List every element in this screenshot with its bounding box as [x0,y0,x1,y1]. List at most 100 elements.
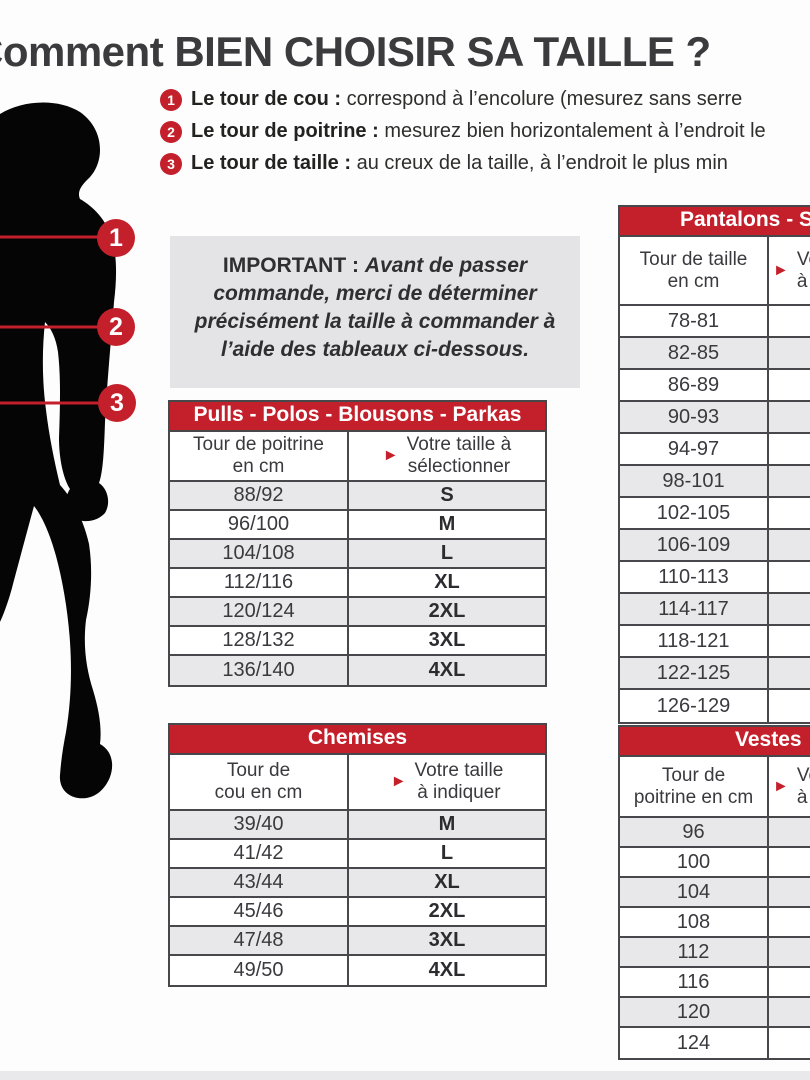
instruction-text: Le tour de taille : au creux de la taill… [191,152,728,174]
measure-cell: 94-97 [620,434,769,464]
column-header-size: ► Votre taille à indiquer [390,760,504,803]
table-row: 106-109 [620,530,810,562]
vestes-size-table: Vestes Tour de poitrine en cm ► Votre ta… [618,725,810,1060]
size-cell [769,466,810,496]
measure-cell: 120 [620,998,769,1026]
table-row: 104/108 L [170,540,545,569]
table-header: Tour de cou en cm ► Votre taille à indiq… [168,753,547,811]
important-text: Avant de passer commande, merci de déter… [194,254,556,361]
size-cell [769,626,810,656]
table-header: Tour de poitrine en cm ► Votre taille à … [168,430,547,482]
red-arrow-icon: ► [382,447,399,464]
table-row: 96 [620,818,810,848]
column-header-measure: Tour de taille en cm [620,237,769,304]
table-title: Chemises [168,723,547,753]
measure-cell: 104/108 [170,540,349,567]
column-header-measure: Tour de poitrine en cm [170,432,349,480]
measure-cell: 110-113 [620,562,769,592]
measure-cell: 90-93 [620,402,769,432]
measure-cell: 43/44 [170,869,349,896]
size-cell: M [438,813,456,835]
red-arrow-icon: ► [773,261,789,279]
red-arrow-icon: ► [773,777,789,795]
measure-cell: 82-85 [620,338,769,368]
measure-cell: 114-117 [620,594,769,624]
measure-cell: 126-129 [620,690,769,722]
size-cell [769,498,810,528]
number-2-bullet-icon: 2 [160,120,182,143]
measure-cell: 96 [620,818,769,846]
table-row: 47/48 3XL [170,927,545,956]
size-cell: L [440,842,454,864]
measure-cell: 78-81 [620,306,769,336]
table-row: 41/42 L [170,840,545,869]
measure-cell: 86-89 [620,370,769,400]
size-cell [769,306,810,336]
table-row: 78-81 [620,306,810,338]
size-cell: 3XL [428,929,466,951]
size-cell [769,818,810,846]
size-cell [769,402,810,432]
pulls-size-table: Pulls - Polos - Blousons - Parkas Tour d… [168,400,547,687]
table-row: 116 [620,968,810,998]
size-cell [769,690,810,722]
pantalons-size-table: Pantalons - Shorts Tour de taille en cm … [618,205,810,724]
measure-cell: 41/42 [170,840,349,867]
size-cell [769,998,810,1026]
table-title: Vestes [618,725,810,755]
table-row: 112 [620,938,810,968]
table-row: 88/92 S [170,482,545,511]
table-body: 88/92 S 96/100 M 104/108 L 112/116 XL 120/124 2XL… [168,482,547,687]
table-body: 39/40 M 41/42 L 43/44 XL 45/46 2XL 47/48 3XL 49/50… [168,811,547,987]
bottom-edge-strip [0,1071,810,1080]
size-cell: 2XL [428,600,466,622]
instruction-item: 2 Le tour de poitrine : mesurez bien hor… [160,120,810,143]
measure-cell: 124 [620,1028,769,1058]
table-row: 124 [620,1028,810,1058]
page-title: Comment BIEN CHOISIR SA TAILLE ? [0,28,711,75]
column-header-size: ► Votre taille à sélectionner [382,434,512,477]
measure-cell: 106-109 [620,530,769,560]
size-cell [769,338,810,368]
important-label: IMPORTANT : [222,254,359,277]
size-cell: 4XL [428,659,466,681]
size-cell [769,908,810,936]
size-cell [769,938,810,966]
table-row: 136/140 4XL [170,656,545,685]
size-cell: M [438,513,456,535]
table-row: 98-101 [620,466,810,498]
table-row: 120 [620,998,810,1028]
measure-cell: 88/92 [170,482,349,509]
table-row: 86-89 [620,370,810,402]
table-row: 112/116 XL [170,569,545,598]
body-silhouette-illustration [0,102,117,799]
measure-cell: 122-125 [620,658,769,688]
measure-cell: 128/132 [170,627,349,654]
column-header-measure: Tour de cou en cm [170,755,349,809]
size-cell: XL [434,571,460,593]
number-1-bullet-icon: 1 [160,88,182,111]
table-row: 110-113 [620,562,810,594]
table-body: 96 100 104 108 112 116 120 124 [618,818,810,1060]
table-header: Tour de taille en cm ► Votre taille à sé… [618,235,810,306]
instruction-text: Le tour de cou : correspond à l’encolure… [191,88,743,110]
size-cell [769,1028,810,1058]
table-row: 102-105 [620,498,810,530]
size-cell: L [440,542,454,564]
table-title: Pantalons - Shorts [618,205,810,235]
instruction-list: 1 Le tour de cou : correspond à l’encolu… [160,88,810,184]
table-row: 122-125 [620,658,810,690]
table-body: 78-81 82-85 86-89 90-93 94-97 98-101 102-105 10… [618,306,810,724]
measure-cell: 120/124 [170,598,349,625]
measure-cell: 112 [620,938,769,966]
measure-cell: 47/48 [170,927,349,954]
measure-cell: 39/40 [170,811,349,838]
size-cell: 2XL [428,900,466,922]
table-header: Tour de poitrine en cm ► Votre taille à … [618,755,810,818]
column-header-measure: Tour de poitrine en cm [620,757,769,816]
table-row: 104 [620,878,810,908]
instruction-item: 1 Le tour de cou : correspond à l’encolu… [160,88,810,111]
table-row: 100 [620,848,810,878]
silhouette-shape [0,102,117,799]
size-cell [769,594,810,624]
